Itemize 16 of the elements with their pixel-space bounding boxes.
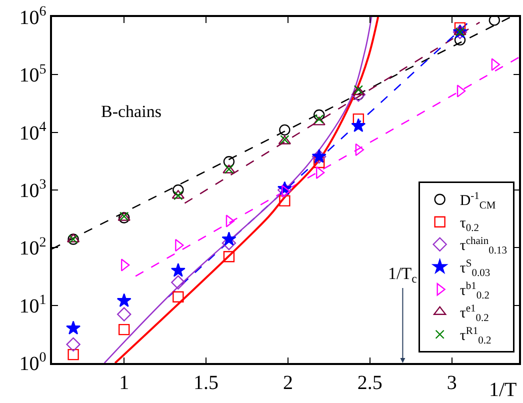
y-tick-label: 10$^{5}$ — [19, 62, 46, 87]
x-tick-label: 3 — [446, 372, 457, 394]
y-tick-label: 10$^{4}$ — [19, 120, 46, 144]
x-axis-title: 1/T — [489, 379, 517, 401]
annotation: B-chains — [101, 102, 162, 121]
y-tick-label: 10$^{1}$ — [19, 292, 46, 318]
annotation: 1/T$_{c}$ — [388, 264, 417, 286]
legend-label: τ$_{0.2}$ — [460, 216, 479, 234]
y-tick-label: 10$^{0}$ — [19, 350, 46, 375]
y-tick-label: 10$^{6}$ — [19, 4, 46, 29]
x-tick-label: 1.5 — [194, 372, 219, 394]
y-tick-label: 10$^{3}$ — [19, 178, 46, 202]
x-tick-label: 1 — [119, 372, 130, 394]
x-tick-label: 2.5 — [357, 372, 382, 394]
y-tick-label: 10$^{2}$ — [19, 235, 46, 260]
x-tick-label: 2 — [282, 372, 293, 394]
